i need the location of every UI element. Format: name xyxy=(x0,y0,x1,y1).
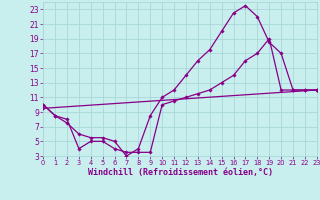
X-axis label: Windchill (Refroidissement éolien,°C): Windchill (Refroidissement éolien,°C) xyxy=(87,168,273,177)
